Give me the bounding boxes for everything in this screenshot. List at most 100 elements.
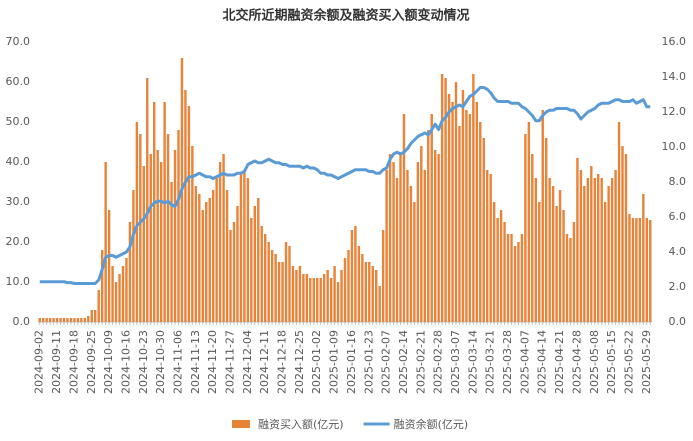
- x-tick-label: 2024-11-20: [206, 330, 219, 394]
- bar: [347, 250, 350, 322]
- bar: [264, 234, 267, 322]
- bar: [52, 318, 55, 322]
- x-tick-label: 2024-11-27: [224, 330, 237, 394]
- bar: [229, 230, 232, 322]
- bar: [205, 202, 208, 322]
- bar: [104, 162, 107, 322]
- x-tick-label: 2025-03-21: [484, 330, 497, 394]
- bar: [253, 206, 257, 322]
- bar: [243, 170, 246, 322]
- y-tick-label: 50.0: [6, 115, 31, 128]
- bar: [364, 262, 368, 322]
- y-tick-label: 30.0: [6, 195, 31, 208]
- x-tick-label: 2025-04-07: [518, 330, 531, 394]
- x-tick-label: 2025-01-02: [310, 330, 323, 394]
- bar: [191, 146, 194, 322]
- bar: [170, 182, 173, 322]
- bar: [454, 82, 458, 322]
- bar: [430, 114, 433, 322]
- bar: [309, 278, 312, 322]
- bar: [531, 154, 534, 322]
- bar: [558, 190, 562, 322]
- bar: [361, 254, 364, 322]
- bar: [583, 186, 586, 322]
- bar: [184, 90, 187, 322]
- bar: [350, 230, 354, 322]
- bar: [388, 154, 392, 322]
- bar: [440, 74, 444, 322]
- bar: [499, 210, 503, 322]
- bar: [125, 258, 128, 322]
- bar: [295, 270, 298, 322]
- bar: [600, 178, 603, 322]
- bar: [319, 278, 322, 322]
- bar: [100, 250, 104, 322]
- bar: [73, 318, 76, 322]
- bar: [420, 146, 423, 322]
- bar: [69, 318, 73, 322]
- bar: [638, 218, 642, 322]
- bar: [378, 286, 381, 322]
- x-tick-label: 2025-05-29: [640, 330, 653, 394]
- x-tick-label: 2024-10-16: [119, 330, 132, 394]
- bar: [149, 154, 152, 322]
- bar: [41, 318, 45, 322]
- bar: [621, 146, 624, 322]
- bar: [506, 234, 510, 322]
- bar: [447, 94, 451, 322]
- bar: [576, 158, 579, 322]
- bar: [142, 166, 146, 322]
- bar: [187, 106, 191, 322]
- bar: [562, 210, 565, 322]
- bar: [302, 274, 305, 322]
- bar: [513, 246, 517, 322]
- bar: [496, 218, 499, 322]
- bar: [375, 270, 378, 322]
- bar: [76, 318, 80, 322]
- bar: [520, 234, 524, 322]
- bar: [48, 318, 52, 322]
- bar: [62, 318, 66, 322]
- bar: [610, 178, 614, 322]
- bar: [201, 210, 204, 322]
- bar: [517, 242, 520, 322]
- y2-tick-label: 8.0: [669, 175, 687, 188]
- bar: [479, 122, 482, 322]
- x-tick-label: 2024-11-06: [171, 330, 184, 394]
- bar: [433, 150, 437, 322]
- bar: [579, 170, 583, 322]
- bar: [288, 246, 291, 322]
- x-tick-label: 2024-10-09: [102, 330, 115, 394]
- bar: [392, 162, 395, 322]
- bar: [218, 162, 222, 322]
- bar: [555, 206, 558, 322]
- x-tick-label: 2025-03-14: [466, 330, 479, 394]
- x-tick-label: 2024-09-25: [85, 330, 98, 394]
- bar: [121, 266, 125, 322]
- bar: [139, 134, 142, 322]
- bar: [163, 102, 166, 322]
- bar: [198, 194, 201, 322]
- line: [39, 86, 651, 285]
- bar: [423, 170, 426, 322]
- bar: [257, 198, 260, 322]
- bar: [510, 234, 513, 322]
- bar: [215, 178, 218, 322]
- bar: [177, 130, 180, 322]
- x-tick-label: 2024-09-02: [33, 330, 46, 394]
- bar: [548, 178, 551, 322]
- y-tick-label: 40.0: [6, 155, 31, 168]
- y2-tick-label: 6.0: [669, 210, 687, 223]
- y-tick-label: 70.0: [6, 35, 31, 48]
- bar: [572, 222, 576, 322]
- x-tick-label: 2025-05-15: [605, 330, 618, 394]
- bar: [343, 258, 347, 322]
- bar: [541, 110, 544, 322]
- bar: [260, 226, 263, 322]
- bar: [152, 102, 156, 322]
- bar: [146, 78, 149, 322]
- bar: [385, 170, 388, 322]
- bar: [628, 214, 631, 322]
- x-tick-label: 2024-09-11: [50, 330, 63, 394]
- legend-label: 融资买入额(亿元): [258, 418, 344, 431]
